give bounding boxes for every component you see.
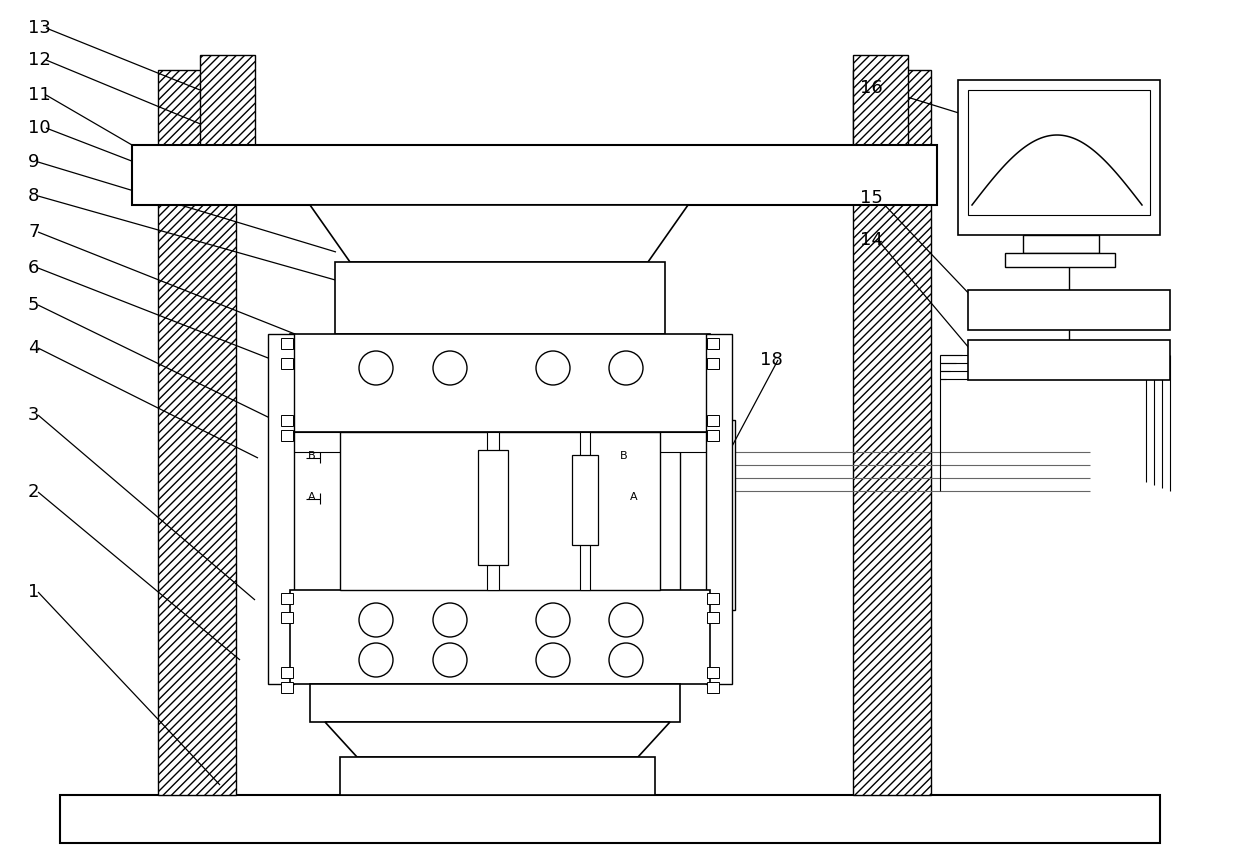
Text: A: A bbox=[308, 492, 316, 502]
Text: 6: 6 bbox=[29, 259, 40, 277]
Bar bbox=[1023, 235, 1099, 253]
Bar bbox=[60, 795, 1159, 843]
Bar bbox=[281, 682, 293, 693]
Text: 11: 11 bbox=[29, 86, 51, 104]
Bar bbox=[281, 338, 293, 349]
Bar bbox=[968, 290, 1171, 330]
Bar bbox=[707, 338, 719, 349]
Bar bbox=[340, 432, 660, 590]
Polygon shape bbox=[325, 722, 670, 757]
Text: 15: 15 bbox=[861, 189, 883, 207]
Bar bbox=[281, 612, 293, 623]
Bar bbox=[290, 590, 711, 684]
Circle shape bbox=[360, 643, 393, 677]
Bar bbox=[959, 80, 1159, 235]
Text: 5: 5 bbox=[29, 296, 40, 314]
Text: B: B bbox=[620, 451, 627, 461]
Text: 9: 9 bbox=[29, 153, 40, 171]
Bar bbox=[853, 70, 931, 795]
Bar bbox=[706, 334, 732, 684]
Circle shape bbox=[536, 643, 570, 677]
Bar bbox=[707, 612, 719, 623]
Text: 10: 10 bbox=[29, 119, 51, 137]
Text: B: B bbox=[308, 451, 316, 461]
Circle shape bbox=[609, 603, 644, 637]
Bar bbox=[340, 757, 655, 795]
Bar bbox=[707, 682, 719, 693]
Bar bbox=[707, 430, 719, 441]
Bar bbox=[335, 262, 665, 334]
Circle shape bbox=[536, 603, 570, 637]
Bar bbox=[281, 593, 293, 604]
Bar bbox=[707, 667, 719, 678]
Circle shape bbox=[360, 603, 393, 637]
Circle shape bbox=[433, 351, 467, 385]
Text: 18: 18 bbox=[760, 351, 782, 369]
Bar bbox=[707, 415, 719, 426]
Bar bbox=[157, 70, 236, 795]
Text: 12: 12 bbox=[29, 51, 51, 69]
Bar bbox=[131, 145, 937, 205]
Bar bbox=[290, 432, 711, 452]
Bar bbox=[680, 420, 735, 610]
Text: 3: 3 bbox=[29, 406, 40, 424]
Text: 1: 1 bbox=[29, 583, 40, 601]
Bar bbox=[310, 684, 680, 722]
Polygon shape bbox=[310, 205, 688, 262]
Bar bbox=[477, 450, 508, 565]
Circle shape bbox=[433, 643, 467, 677]
Circle shape bbox=[536, 351, 570, 385]
Text: 13: 13 bbox=[29, 19, 51, 37]
Bar bbox=[281, 430, 293, 441]
Bar bbox=[290, 334, 711, 432]
Text: 8: 8 bbox=[29, 187, 40, 205]
Bar bbox=[968, 340, 1171, 380]
Text: 2: 2 bbox=[29, 483, 40, 501]
Circle shape bbox=[609, 351, 644, 385]
Bar bbox=[572, 455, 598, 545]
Bar bbox=[281, 667, 293, 678]
Circle shape bbox=[433, 603, 467, 637]
Bar bbox=[1004, 253, 1115, 267]
Circle shape bbox=[609, 643, 644, 677]
Text: 16: 16 bbox=[861, 79, 883, 97]
Bar bbox=[853, 55, 908, 150]
Bar bbox=[707, 358, 719, 369]
Text: 7: 7 bbox=[29, 223, 40, 241]
Bar bbox=[580, 432, 590, 590]
Bar bbox=[707, 593, 719, 604]
Bar bbox=[200, 55, 255, 150]
Text: 14: 14 bbox=[861, 231, 883, 249]
Bar bbox=[268, 334, 294, 684]
Text: 4: 4 bbox=[29, 339, 40, 357]
Bar bbox=[968, 90, 1149, 215]
Bar bbox=[281, 415, 293, 426]
Text: A: A bbox=[630, 492, 637, 502]
Bar bbox=[487, 432, 498, 590]
Circle shape bbox=[360, 351, 393, 385]
Bar bbox=[281, 358, 293, 369]
